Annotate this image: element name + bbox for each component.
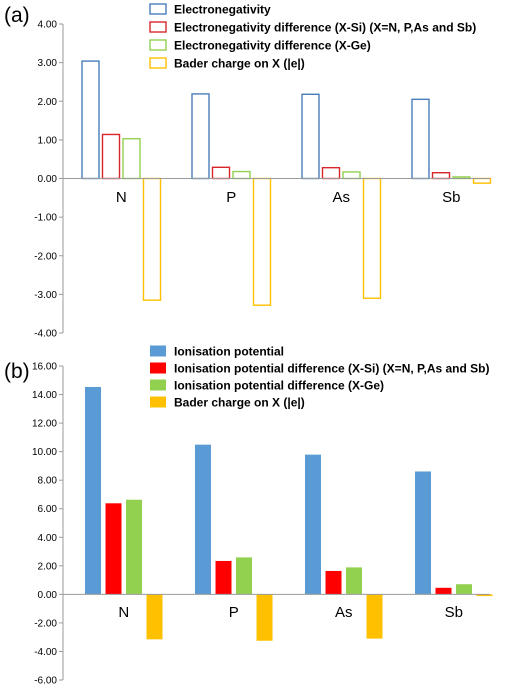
bar-As-series-1 xyxy=(301,93,320,180)
category-label: P xyxy=(226,189,236,206)
legend-label: Ionisation potential xyxy=(174,345,284,359)
panel-label: (b) xyxy=(4,360,30,383)
bar-P-series-1 xyxy=(191,93,210,180)
bar-Sb-series-2 xyxy=(435,587,452,595)
bar-N-series-3 xyxy=(126,499,142,595)
legend-label: Ionisation potential difference (X-Ge) xyxy=(174,379,384,393)
legend-swatch xyxy=(149,21,167,33)
bar-N-series-1 xyxy=(81,60,100,180)
legend-label: Bader charge on X (|e|) xyxy=(174,57,305,71)
bar-N-series-3 xyxy=(122,138,141,180)
legend-label: Electronegativity difference (X-Si) (X=N… xyxy=(174,21,476,35)
category-label: N xyxy=(116,189,127,206)
legend-swatch xyxy=(150,379,166,391)
legend-swatch xyxy=(150,362,166,374)
bar-Sb-series-2 xyxy=(431,172,451,180)
y-tick-label: 1.00 xyxy=(38,135,58,146)
legend-label: Bader charge on X (|e|) xyxy=(174,396,305,410)
bar-P-series-2 xyxy=(215,560,232,595)
legend-swatch xyxy=(150,345,166,357)
category-label: Sb xyxy=(442,189,460,206)
y-tick-label: -4.00 xyxy=(34,647,57,658)
bar-Sb-series-1 xyxy=(415,471,431,595)
bar-Sb-series-4 xyxy=(472,177,492,184)
bar-N-series-1 xyxy=(85,386,101,595)
y-tick-label: 14.00 xyxy=(32,390,57,401)
bar-As-series-1 xyxy=(305,454,321,595)
y-tick-label: 4.00 xyxy=(38,533,58,544)
bar-N-series-2 xyxy=(105,503,122,595)
y-tick-label: 12.00 xyxy=(32,419,57,430)
bar-P-series-3 xyxy=(232,170,251,180)
bar-P-series-4 xyxy=(252,177,272,306)
panel-label: (a) xyxy=(4,4,30,27)
bar-P-series-1 xyxy=(195,444,211,595)
y-tick-label: 3.00 xyxy=(38,58,58,69)
y-tick-label: 10.00 xyxy=(32,447,57,458)
legend-swatch xyxy=(150,396,166,408)
bar-N-series-4 xyxy=(146,594,163,640)
y-tick-label: -6.00 xyxy=(34,676,57,685)
bar-As-series-2 xyxy=(321,166,341,180)
legend-label: Ionisation potential difference (X-Si) (… xyxy=(174,362,490,376)
bar-N-series-2 xyxy=(101,133,121,180)
bar-As-series-4 xyxy=(362,177,382,299)
bar-As-series-4 xyxy=(366,594,383,639)
y-tick-label: 2.00 xyxy=(38,97,58,108)
bar-Sb-series-3 xyxy=(456,584,472,595)
category-label: As xyxy=(335,604,353,621)
category-label: As xyxy=(332,189,350,206)
y-tick-label: 4.00 xyxy=(38,20,58,31)
y-tick-label: -4.00 xyxy=(34,329,57,340)
bar-As-series-3 xyxy=(342,171,361,180)
bar-As-series-3 xyxy=(346,567,362,595)
legend-swatch xyxy=(149,39,167,51)
bar-P-series-3 xyxy=(236,557,252,595)
legend-swatch xyxy=(149,57,167,69)
y-tick-label: -2.00 xyxy=(34,618,57,629)
bar-P-series-4 xyxy=(256,594,273,641)
y-tick-label: -1.00 xyxy=(34,213,57,224)
chart-panel-1: (a) Electronegativity Electronegativity di… xyxy=(4,3,492,340)
bar-P-series-2 xyxy=(211,166,231,180)
legend-label: Electronegativity difference (X-Ge) xyxy=(174,39,371,53)
bar-Sb-series-1 xyxy=(411,98,430,180)
legend-label: Electronegativity xyxy=(174,3,271,17)
y-tick-label: 8.00 xyxy=(38,476,58,487)
bar-Sb-series-4 xyxy=(476,594,493,597)
category-label: N xyxy=(118,604,129,621)
category-label: Sb xyxy=(445,604,463,621)
y-tick-label: 16.00 xyxy=(32,362,57,373)
y-tick-label: 2.00 xyxy=(38,561,58,572)
y-tick-label: 0.00 xyxy=(38,590,58,601)
legend-swatch xyxy=(149,3,167,15)
category-label: P xyxy=(229,604,239,621)
y-tick-label: 0.00 xyxy=(38,174,58,185)
y-tick-label: -2.00 xyxy=(34,251,57,262)
bar-As-series-2 xyxy=(325,570,342,595)
chart-panel-2: (b) Ionisation potential Ionisation potent… xyxy=(4,345,493,685)
y-tick-label: -3.00 xyxy=(34,290,57,301)
y-tick-label: 6.00 xyxy=(38,504,58,515)
bar-N-series-4 xyxy=(142,177,162,301)
